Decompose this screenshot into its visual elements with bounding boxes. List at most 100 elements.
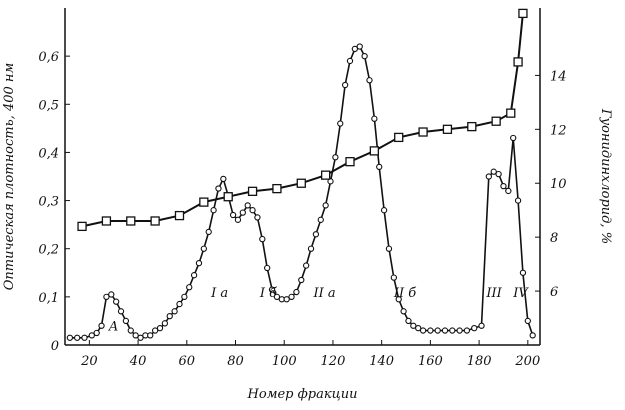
data-point-circle [66,334,74,341]
y-right-tick-label: 10 [550,177,567,192]
peak-label-ib: I б [259,286,277,301]
data-point-circle [81,334,88,341]
data-point-square [345,157,355,167]
x-tick-label: 160 [418,354,443,369]
data-point-square [369,146,380,156]
data-point-square [150,216,160,226]
data-point-circle [510,134,517,142]
y-left-tick-label: 0,2 [38,243,59,258]
data-point-circle [415,324,422,332]
data-point-square [101,216,112,226]
data-point-circle [410,322,417,329]
data-point-square [442,124,453,134]
ticks: 20 40 60 80 100 120 140 160 180 200 0 0,1 0,2 0,3 0,4 0… [38,50,566,369]
x-tick-label: 20 [80,354,98,369]
data-point-circle [244,202,251,209]
data-point-circle [441,327,449,334]
data-point-circle [98,322,105,329]
data-point-square [223,192,233,202]
data-point-square [174,210,185,221]
data-point-circle [371,115,378,122]
data-point-circle [93,329,100,337]
data-point-circle [456,327,463,334]
data-point-circle [293,288,300,296]
data-point-circle [376,163,383,171]
data-point-square [296,178,306,188]
data-point-circle [161,320,169,327]
x-tick-label: 120 [321,354,346,369]
data-point-circle [449,327,456,334]
data-point-circle [215,185,222,192]
x-tick-label: 80 [227,354,244,369]
data-point-circle [307,245,315,252]
peak-label-iv: IV [512,286,529,301]
data-point-circle [288,293,295,301]
data-point-circle [519,269,527,276]
data-point-circle [500,182,507,190]
x-tick-label: 200 [514,354,540,369]
peak-label-a: A [108,320,118,335]
data-point-circle [156,324,164,332]
data-point-circle [132,332,139,339]
series-line-circle [69,45,534,339]
data-point-circle [151,327,159,334]
data-point-circle [380,207,388,214]
data-point-circle [346,57,354,65]
annotations: A I a I б II a II б III IV [108,286,529,335]
data-point-circle [108,291,115,298]
data-point-square [126,216,136,226]
y-left-tick-label: 0,4 [38,146,59,161]
series-line-square [81,13,524,228]
data-point-circle [405,317,412,325]
data-point-square [320,170,331,180]
data-point-circle [529,332,536,339]
data-point-circle [259,235,266,243]
data-point-circle [171,308,178,315]
data-point-square [518,8,528,19]
peak-label-ia: I a [210,286,228,301]
data-point-square [513,57,523,67]
data-point-square [199,197,209,207]
peak-label-iib: II б [393,286,416,301]
data-point-circle [356,43,363,50]
data-point-square [467,121,477,132]
data-point-circle [390,274,397,281]
data-point-circle [366,77,373,84]
data-point-circle [351,45,359,53]
data-point-circle [312,231,320,238]
data-point-circle [229,211,237,219]
y-left-tick-label: 0,6 [38,50,59,65]
data-point-circle [427,327,434,334]
data-point-circle [419,327,427,334]
y-left-tick-label: 0,3 [38,195,59,210]
data-point-circle [361,52,368,60]
data-point-circle [264,264,271,272]
data-point-circle [190,272,198,279]
data-point-circle [122,317,130,325]
data-point-square [506,108,516,118]
data-point-circle [385,245,393,252]
labels: Номер фракции Оптическая плотность, 400 … [2,63,613,402]
data-point-circle [186,284,193,291]
data-point-circle [490,168,497,175]
data-point-square [77,221,87,232]
data-point-circle [113,298,120,305]
data-point-circle [268,286,276,293]
x-axis-label: Номер фракции [247,387,358,402]
data-point-circle [249,207,256,214]
data-point-square [418,127,428,137]
data-point-circle [200,245,207,252]
data-point-circle [283,296,290,303]
y-axis-right-label: Гуонидинхлорид, % [598,108,613,244]
data-point-circle [88,332,95,339]
data-point-circle [176,300,183,308]
data-point-circle [485,173,492,180]
data-point-circle [254,214,261,221]
data-point-circle [205,228,212,236]
data-point-square [247,186,258,196]
y-left-tick-label: 0,1 [38,291,59,306]
peak-label-iii: III [485,286,502,301]
data-point-circle [127,327,134,334]
